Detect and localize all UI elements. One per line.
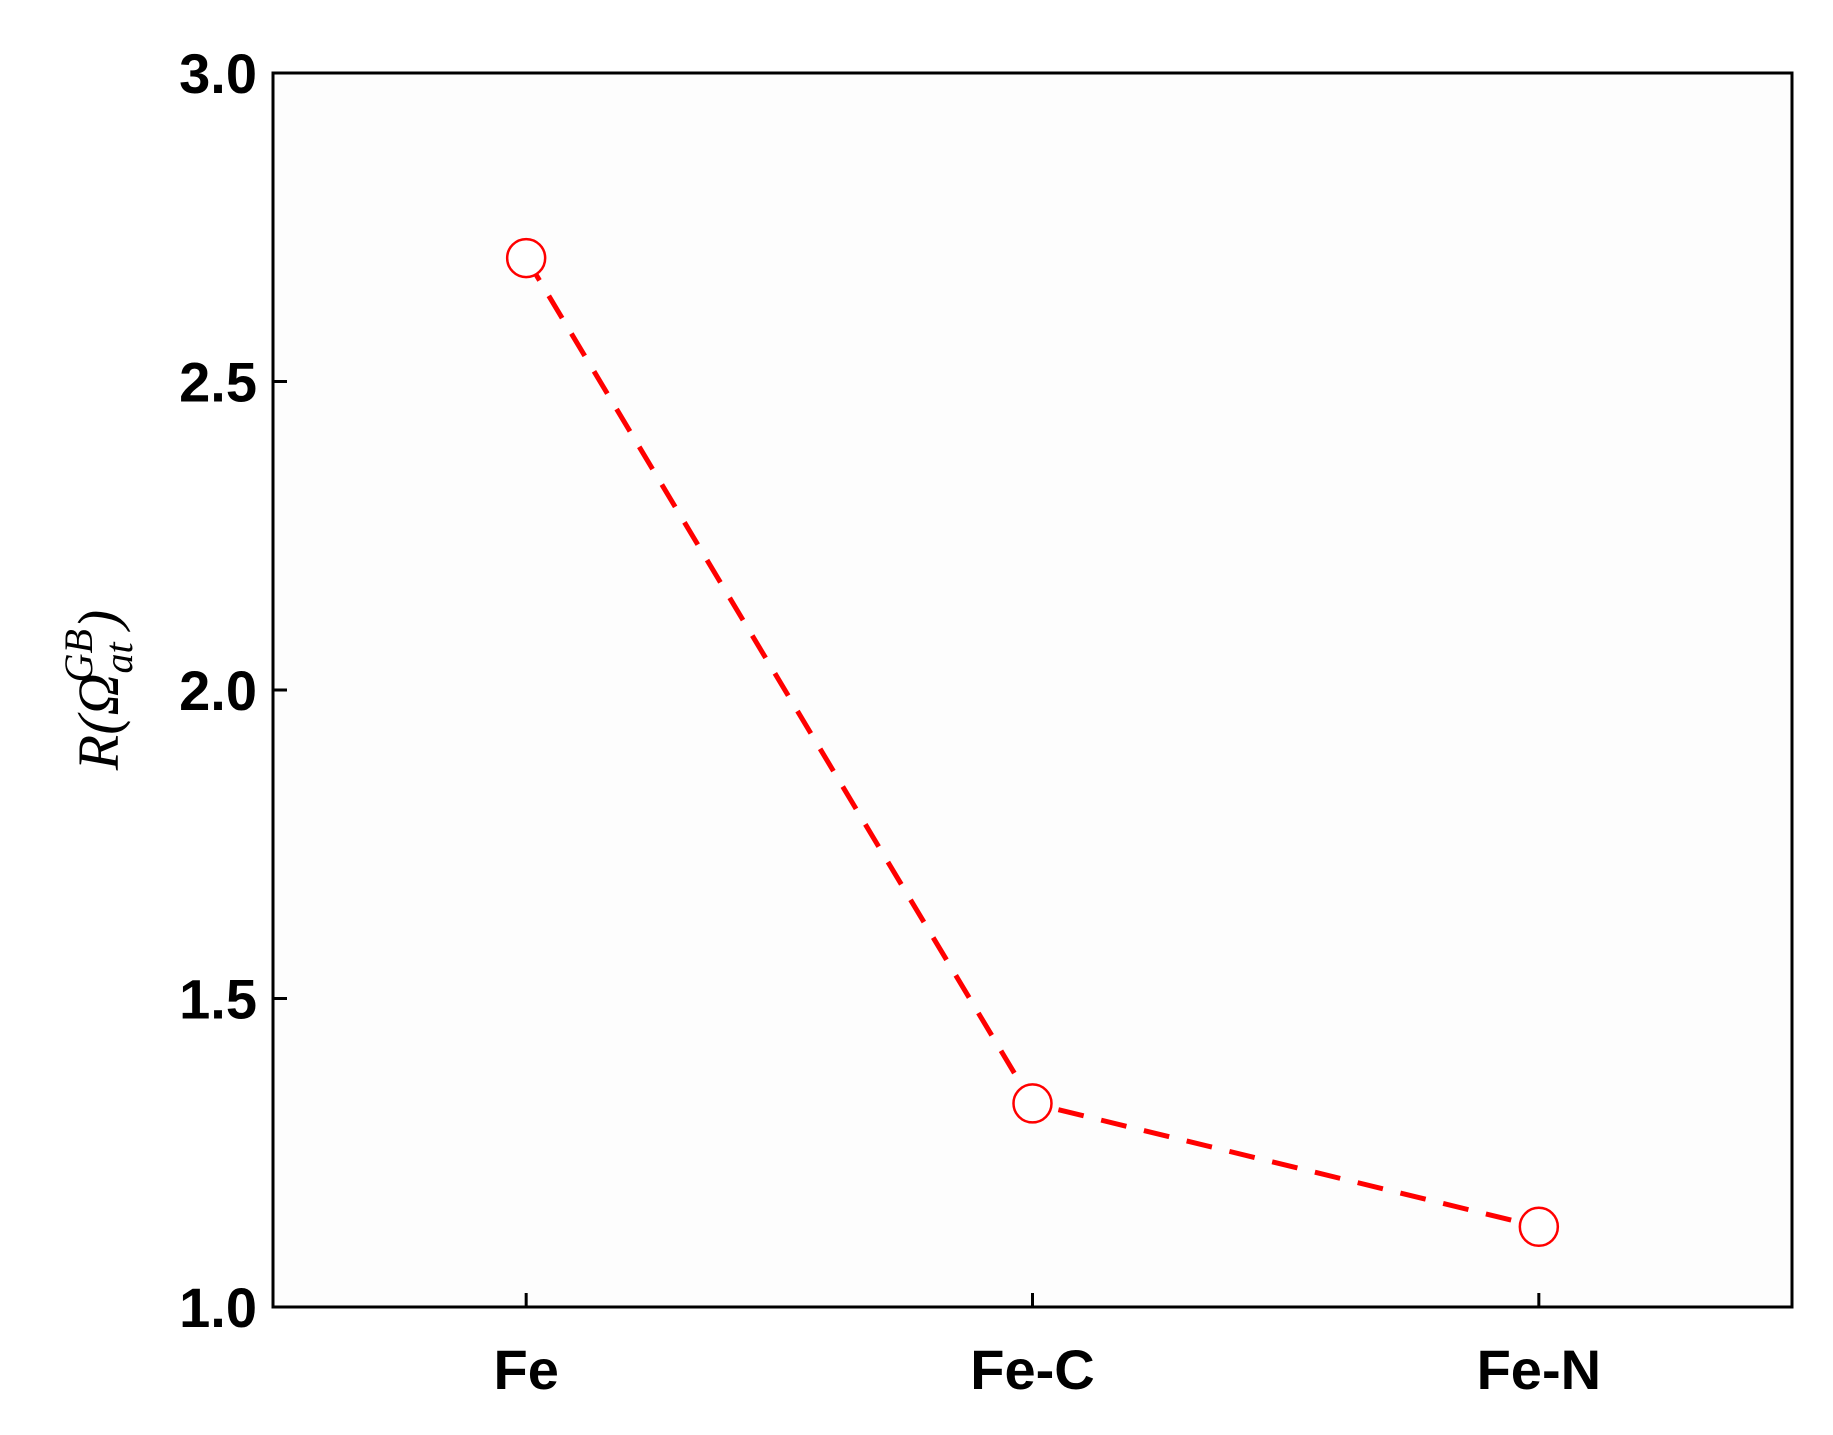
data-point — [505, 237, 547, 279]
y-tick-label: 1.5 — [179, 968, 257, 1031]
y-label-main: R(Ω — [66, 674, 131, 772]
x-tick-label: Fe — [493, 1338, 558, 1401]
x-tick-label: Fe-N — [1477, 1338, 1601, 1401]
y-tick-label: 2.0 — [179, 659, 257, 722]
y-label-sub: at — [96, 642, 141, 674]
y-label-sup: GB — [56, 629, 101, 682]
y-axis-label: R(ΩatGB) — [56, 610, 141, 771]
y-label-close: ) — [66, 610, 131, 632]
y-tick-label: 3.0 — [179, 42, 257, 105]
y-tick-label: 1.0 — [179, 1276, 257, 1339]
data-point — [1012, 1083, 1053, 1124]
x-tick-label: Fe-C — [970, 1338, 1094, 1401]
data-point — [1518, 1206, 1560, 1248]
y-tick-label: 2.5 — [179, 351, 257, 414]
